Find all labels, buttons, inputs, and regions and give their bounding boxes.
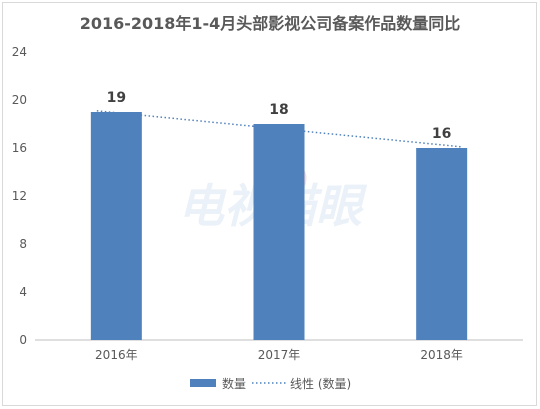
y-tick-label: 8 (19, 237, 27, 251)
legend-swatch-bars (190, 379, 216, 387)
legend-label-bars: 数量 (222, 376, 246, 391)
x-tick-label: 2017年 (258, 348, 301, 362)
y-tick-label: 0 (19, 333, 27, 347)
bar-2018年 (416, 148, 468, 340)
data-label: 19 (107, 90, 126, 106)
legend-label-trendline: 线性 (数量) (290, 376, 351, 391)
y-tick-label: 24 (12, 45, 27, 59)
y-tick-label: 20 (12, 93, 27, 107)
bar-2016年 (90, 112, 142, 340)
chart-frame (2, 2, 537, 406)
bar-2017年 (253, 124, 305, 340)
y-tick-label: 12 (12, 189, 27, 203)
y-tick-label: 4 (19, 285, 27, 299)
x-tick-label: 2018年 (420, 348, 463, 362)
x-tick-label: 2016年 (95, 348, 138, 362)
data-label: 16 (432, 126, 451, 142)
y-tick-label: 16 (12, 141, 27, 155)
data-label: 18 (269, 102, 288, 118)
chart-title: 2016-2018年1-4月头部影视公司备案作品数量同比 (79, 14, 461, 33)
trendline (96, 110, 462, 148)
